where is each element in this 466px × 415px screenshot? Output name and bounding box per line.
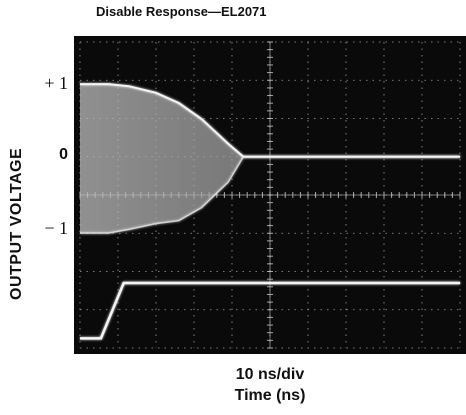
oscilloscope-screen: [74, 36, 466, 354]
output-trace-lower-edge: [80, 156, 460, 234]
output-signal-envelope: [80, 84, 460, 234]
y-axis-label: OUTPUT VOLTAGE: [8, 147, 25, 300]
x-axis-scale-label: 10 ns/div: [235, 366, 305, 383]
x-axis-label: Time (ns): [234, 387, 306, 404]
chart-title: Disable Response—EL2071: [96, 4, 267, 19]
output-trace-upper-edge: [80, 83, 460, 158]
y-tick-label: 0: [59, 145, 68, 163]
y-tick-label: + 1: [44, 73, 68, 94]
y-tick-label: − 1: [44, 218, 68, 239]
disable-control-trace: [80, 281, 460, 340]
